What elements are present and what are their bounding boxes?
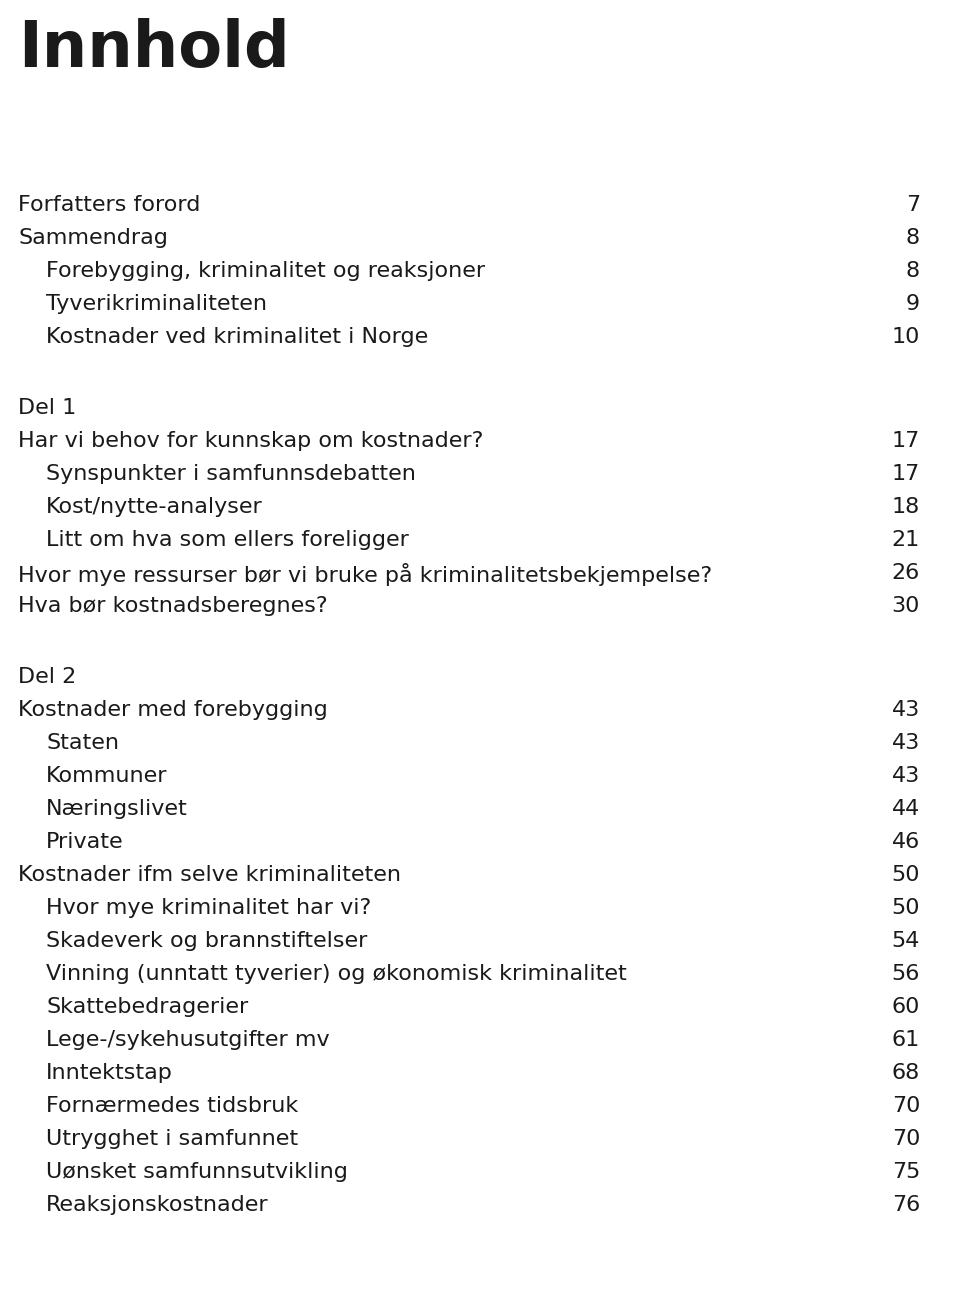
Text: Uønsket samfunnsutvikling: Uønsket samfunnsutvikling [46, 1161, 348, 1182]
Text: 8: 8 [906, 260, 920, 281]
Text: 9: 9 [906, 294, 920, 315]
Text: 60: 60 [892, 996, 920, 1017]
Text: Kostnader med forebygging: Kostnader med forebygging [18, 700, 327, 721]
Text: Næringslivet: Næringslivet [46, 799, 188, 819]
Text: 7: 7 [906, 195, 920, 215]
Text: Utrygghet i samfunnet: Utrygghet i samfunnet [46, 1129, 299, 1148]
Text: Har vi behov for kunnskap om kostnader?: Har vi behov for kunnskap om kostnader? [18, 431, 484, 451]
Text: 50: 50 [892, 865, 920, 886]
Text: 50: 50 [892, 898, 920, 918]
Text: Skadeverk og brannstiftelser: Skadeverk og brannstiftelser [46, 931, 368, 951]
Text: 75: 75 [892, 1161, 920, 1182]
Text: Kostnader ved kriminalitet i Norge: Kostnader ved kriminalitet i Norge [46, 327, 428, 347]
Text: Lege-/sykehusutgifter mv: Lege-/sykehusutgifter mv [46, 1030, 329, 1051]
Text: 43: 43 [892, 733, 920, 753]
Text: 21: 21 [892, 530, 920, 550]
Text: Synspunkter i samfunnsdebatten: Synspunkter i samfunnsdebatten [46, 464, 416, 483]
Text: 76: 76 [892, 1195, 920, 1216]
Text: 30: 30 [892, 596, 920, 616]
Text: Hva bør kostnadsberegnes?: Hva bør kostnadsberegnes? [18, 596, 327, 616]
Text: 18: 18 [892, 498, 920, 517]
Text: 8: 8 [906, 228, 920, 247]
Text: Hvor mye ressurser bør vi bruke på kriminalitetsbekjempelse?: Hvor mye ressurser bør vi bruke på krimi… [18, 563, 712, 586]
Text: 43: 43 [892, 766, 920, 786]
Text: Vinning (unntatt tyverier) og økonomisk kriminalitet: Vinning (unntatt tyverier) og økonomisk … [46, 964, 627, 984]
Text: 70: 70 [892, 1129, 920, 1148]
Text: Inntektstap: Inntektstap [46, 1063, 173, 1083]
Text: Kostnader ifm selve kriminaliteten: Kostnader ifm selve kriminaliteten [18, 865, 401, 886]
Text: Innhold: Innhold [18, 18, 290, 80]
Text: Forfatters forord: Forfatters forord [18, 195, 201, 215]
Text: Kost/nytte-analyser: Kost/nytte-analyser [46, 498, 263, 517]
Text: 10: 10 [892, 327, 920, 347]
Text: Del 2: Del 2 [18, 666, 76, 687]
Text: Private: Private [46, 831, 124, 852]
Text: 17: 17 [892, 464, 920, 483]
Text: Litt om hva som ellers foreligger: Litt om hva som ellers foreligger [46, 530, 409, 550]
Text: Kommuner: Kommuner [46, 766, 167, 786]
Text: 70: 70 [892, 1096, 920, 1116]
Text: Tyverikriminaliteten: Tyverikriminaliteten [46, 294, 267, 315]
Text: 43: 43 [892, 700, 920, 721]
Text: Forebygging, kriminalitet og reaksjoner: Forebygging, kriminalitet og reaksjoner [46, 260, 485, 281]
Text: 68: 68 [892, 1063, 920, 1083]
Text: Hvor mye kriminalitet har vi?: Hvor mye kriminalitet har vi? [46, 898, 372, 918]
Text: 46: 46 [892, 831, 920, 852]
Text: Fornærmedes tidsbruk: Fornærmedes tidsbruk [46, 1096, 299, 1116]
Text: Reaksjonskostnader: Reaksjonskostnader [46, 1195, 269, 1216]
Text: Sammendrag: Sammendrag [18, 228, 168, 247]
Text: 17: 17 [892, 431, 920, 451]
Text: 44: 44 [892, 799, 920, 819]
Text: Skattebedragerier: Skattebedragerier [46, 996, 249, 1017]
Text: 61: 61 [892, 1030, 920, 1051]
Text: 26: 26 [892, 563, 920, 583]
Text: Staten: Staten [46, 733, 119, 753]
Text: 56: 56 [892, 964, 920, 984]
Text: 54: 54 [892, 931, 920, 951]
Text: Del 1: Del 1 [18, 398, 76, 418]
